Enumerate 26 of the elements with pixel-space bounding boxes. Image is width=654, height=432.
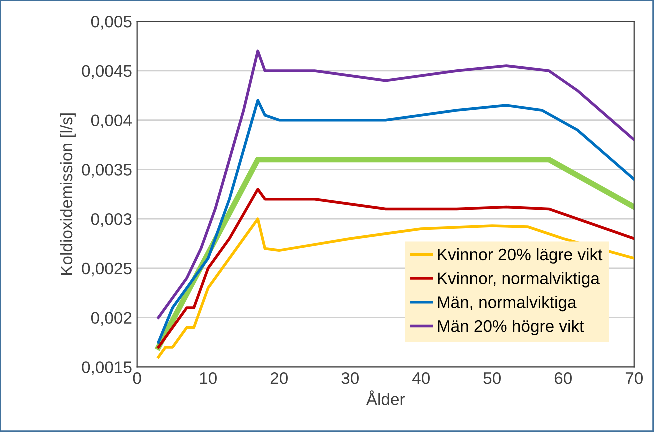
x-tick-label: 20 bbox=[270, 372, 288, 384]
y-tick-label: 0,002 bbox=[91, 312, 132, 326]
x-axis-title: Ålder bbox=[366, 390, 406, 406]
line-series bbox=[157, 218, 634, 359]
y-tick-label: 0,0015 bbox=[82, 362, 132, 376]
x-tick-label: 10 bbox=[200, 372, 217, 384]
x-tick-label: 0 bbox=[133, 372, 142, 384]
y-tick-label: 0,0045 bbox=[82, 65, 132, 80]
y-tick-label: 0,004 bbox=[91, 114, 132, 129]
legend-label: Män 20% högre vikt bbox=[438, 320, 584, 336]
x-tick-label: 50 bbox=[484, 372, 501, 384]
y-tick-label: 0,0025 bbox=[82, 262, 132, 277]
x-tick-label: 70 bbox=[626, 372, 643, 384]
x-tick-label: 60 bbox=[554, 372, 572, 384]
line-series bbox=[157, 188, 634, 349]
line-series bbox=[157, 50, 634, 320]
x-tick-label: 40 bbox=[412, 372, 430, 384]
y-tick-label: 0,003 bbox=[91, 213, 132, 228]
legend-label: Kvinnor 20% lägre vikt bbox=[438, 248, 603, 264]
legend-label: Kvinnor, normalviktiga bbox=[438, 272, 600, 288]
y-tick-label: 0,0035 bbox=[82, 164, 132, 178]
line-series bbox=[157, 99, 634, 344]
x-tick-label: 30 bbox=[342, 372, 359, 384]
legend-label: Män, normalviktiga bbox=[438, 296, 577, 312]
y-axis-title: Koldioxidemission [l/s] bbox=[60, 114, 76, 276]
y-tick-label: 0,005 bbox=[91, 16, 132, 30]
